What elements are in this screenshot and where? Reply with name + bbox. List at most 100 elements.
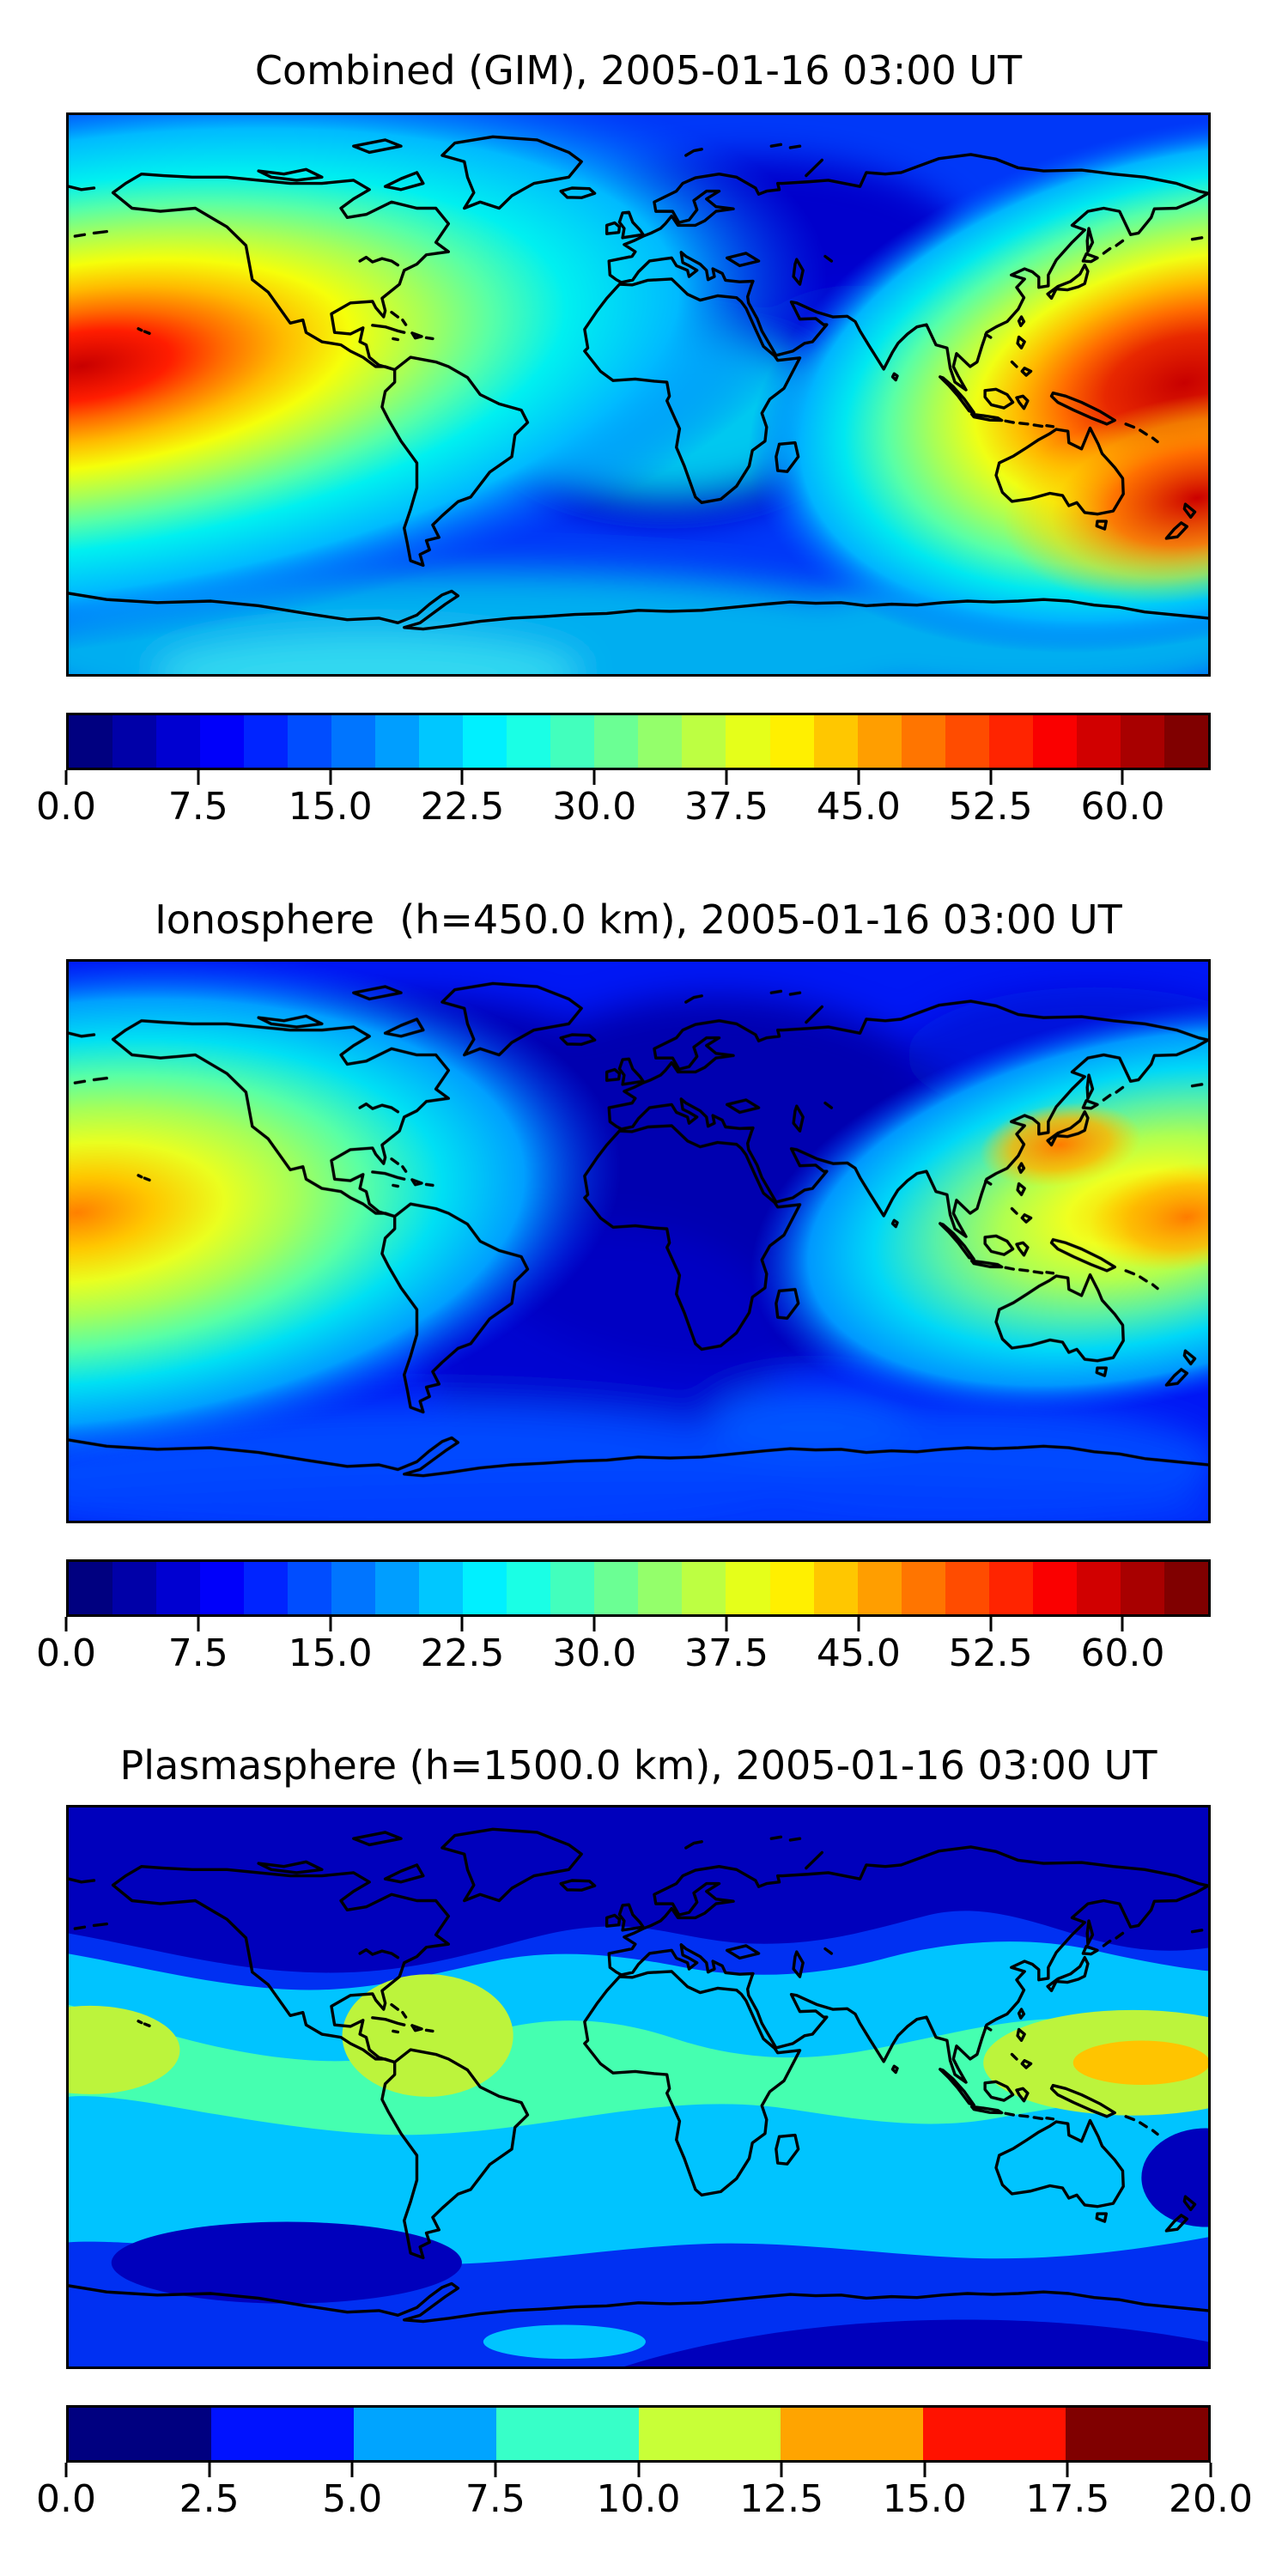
colorbar-tick-mark	[857, 770, 860, 785]
colorbar-tick-mark	[197, 770, 200, 785]
colorbar-segment	[781, 2408, 924, 2460]
colorbar-tick-label: 15.0	[288, 785, 373, 829]
colorbar-tick-mark	[780, 2463, 783, 2477]
colorbar-segment	[638, 1562, 683, 1614]
colorbar-segment	[112, 1562, 157, 1614]
colorbar-segment	[857, 715, 902, 768]
colorbar-tick-mark	[592, 770, 596, 785]
colorbar-segment	[507, 715, 551, 768]
colorbar-segment	[200, 715, 245, 768]
colorbar-tick-mark	[329, 1617, 332, 1631]
colorbar-segment	[813, 715, 858, 768]
panel1-colorbar	[66, 713, 1211, 770]
colorbar-segment	[156, 1562, 201, 1614]
panel3-colorbar	[66, 2405, 1211, 2463]
colorbar-segment	[726, 1562, 770, 1614]
colorbar-tick-mark	[725, 1617, 728, 1631]
colorbar-segment	[1163, 715, 1208, 768]
colorbar-tick-mark	[1121, 770, 1124, 785]
colorbar-tick-label: 0.0	[36, 1631, 96, 1675]
colorbar-tick-mark	[460, 770, 464, 785]
colorbar-tick-mark	[592, 1617, 596, 1631]
colorbar-tick-label: 30.0	[552, 785, 637, 829]
colorbar-tick-label: 5.0	[322, 2477, 383, 2521]
colorbar-segment	[550, 715, 595, 768]
colorbar-segment	[69, 2408, 211, 2460]
colorbar-segment	[210, 2408, 354, 2460]
panel2-colorbar	[66, 1559, 1211, 1617]
colorbar-segment	[638, 2408, 781, 2460]
colorbar-tick-label: 30.0	[552, 1631, 637, 1675]
colorbar-segment	[550, 1562, 595, 1614]
colorbar-tick-label: 0.0	[36, 2477, 96, 2521]
colorbar-tick-mark	[923, 2463, 927, 2477]
colorbar-tick-mark	[637, 2463, 640, 2477]
panel3-contour-map	[69, 1807, 1208, 2366]
colorbar-segment	[1163, 1562, 1208, 1614]
panel1-colorbar-labels: 0.0 7.5 15.0 22.5 30.0 37.5 45.0 52.5 60.0	[36, 785, 1211, 835]
colorbar-tick-label: 52.5	[948, 785, 1033, 829]
colorbar-segment	[507, 1562, 551, 1614]
colorbar-tick-mark	[1121, 1617, 1124, 1631]
colorbar-tick-mark	[64, 1617, 68, 1631]
colorbar-tick-mark	[1066, 2463, 1069, 2477]
colorbar-tick-mark	[989, 770, 993, 785]
colorbar-segment	[1076, 1562, 1121, 1614]
colorbar-tick-label: 2.5	[179, 2477, 240, 2521]
colorbar-segment	[331, 1562, 376, 1614]
colorbar-tick-mark	[725, 770, 728, 785]
panel2-colorbar-labels: 0.0 7.5 15.0 22.5 30.0 37.5 45.0 52.5 60.0	[36, 1631, 1211, 1681]
colorbar-tick-label: 45.0	[816, 1631, 901, 1675]
colorbar-segment	[769, 1562, 814, 1614]
colorbar-tick-label: 7.5	[465, 2477, 526, 2521]
panel1-title: Combined (GIM), 2005-01-16 03:00 UT	[254, 47, 1023, 94]
colorbar-segment	[1032, 1562, 1077, 1614]
colorbar-tick-label: 22.5	[420, 1631, 505, 1675]
panel2-colorbar-ticks	[64, 1617, 1211, 1632]
panel2-title: Ionosphere (h=450.0 km), 2005-01-16 03:0…	[155, 896, 1122, 943]
panel2-map	[66, 959, 1211, 1523]
colorbar-segment	[813, 1562, 858, 1614]
panel1-map	[66, 112, 1211, 677]
colorbar-segment	[419, 715, 464, 768]
colorbar-segment	[463, 1562, 507, 1614]
colorbar-tick-mark	[494, 2463, 497, 2477]
colorbar-tick-label: 52.5	[948, 1631, 1033, 1675]
colorbar-tick-label: 15.0	[288, 1631, 373, 1675]
colorbar-segment	[594, 1562, 639, 1614]
colorbar-tick-mark	[64, 770, 68, 785]
colorbar-segment	[244, 1562, 289, 1614]
colorbar-segment	[945, 1562, 989, 1614]
colorbar-tick-label: 60.0	[1080, 1631, 1165, 1675]
colorbar-segment	[375, 1562, 420, 1614]
colorbar-segment	[331, 715, 376, 768]
colorbar-tick-mark	[1209, 2463, 1212, 2477]
colorbar-segment	[200, 1562, 245, 1614]
colorbar-segment	[1032, 715, 1077, 768]
colorbar-segment	[769, 715, 814, 768]
colorbar-segment	[1120, 715, 1164, 768]
colorbar-segment	[594, 715, 639, 768]
colorbar-tick-mark	[989, 1617, 993, 1631]
colorbar-tick-mark	[197, 1617, 200, 1631]
colorbar-segment	[682, 1562, 726, 1614]
colorbar-tick-label: 45.0	[816, 785, 901, 829]
colorbar-segment	[419, 1562, 464, 1614]
colorbar-segment	[375, 715, 420, 768]
panel3-colorbar-labels: 0.0 2.5 5.0 7.5 10.0 12.5 15.0 17.5 20.0	[36, 2477, 1253, 2527]
colorbar-segment	[1076, 715, 1121, 768]
panel1-contour-map	[69, 115, 1208, 674]
colorbar-segment	[988, 1562, 1033, 1614]
colorbar-tick-mark	[857, 1617, 860, 1631]
colorbar-segment	[69, 715, 113, 768]
colorbar-segment	[112, 715, 157, 768]
colorbar-tick-label: 20.0	[1169, 2477, 1253, 2521]
colorbar-tick-label: 37.5	[684, 785, 769, 829]
colorbar-tick-mark	[329, 770, 332, 785]
colorbar-segment	[1120, 1562, 1164, 1614]
colorbar-tick-mark	[460, 1617, 464, 1631]
colorbar-segment	[244, 715, 289, 768]
colorbar-tick-label: 37.5	[684, 1631, 769, 1675]
colorbar-segment	[901, 1562, 945, 1614]
colorbar-segment	[901, 715, 945, 768]
